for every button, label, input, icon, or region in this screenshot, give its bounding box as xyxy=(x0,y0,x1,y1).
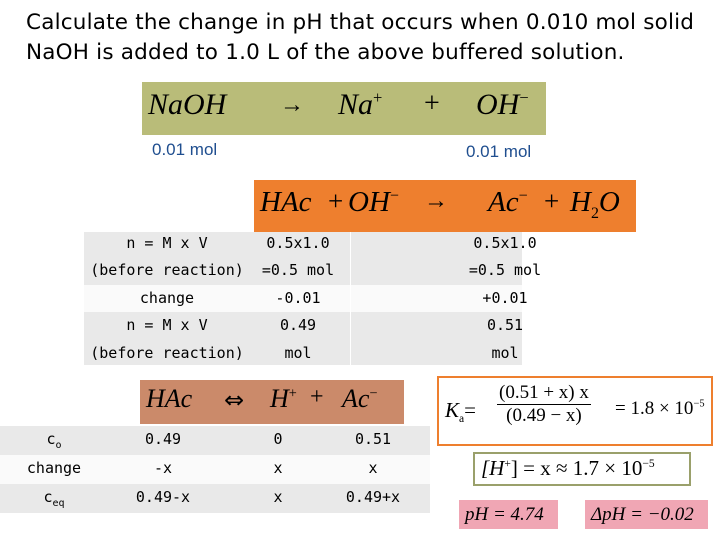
neutralization-equation: HAc + OH− → Ac− + H2O xyxy=(254,180,636,232)
hydroxide-ion: OH− xyxy=(348,186,399,218)
acetate-ion: Ac− xyxy=(342,384,378,413)
ph-result: pH = 4.74 xyxy=(459,500,558,529)
delta-ph-result: ΔpH = −0.02 xyxy=(585,500,708,529)
naoh-dissociation-equation: NaOH → Na+ + OH− xyxy=(142,82,546,135)
hydrogen-ion: H+ xyxy=(270,384,297,413)
table-row-label: n = M x V xyxy=(126,316,208,334)
table-row-band xyxy=(0,455,430,484)
table-row-band xyxy=(84,232,522,285)
ice-row-label: co xyxy=(46,430,62,451)
table-row-band xyxy=(84,285,522,312)
hac-cell: 0.49 xyxy=(279,316,317,334)
ac-cell: +0.01 xyxy=(482,289,528,307)
table-row-band xyxy=(84,312,522,365)
table-row-label: (before reaction) xyxy=(90,344,244,362)
sodium-ion: Na+ xyxy=(338,88,383,121)
ice-cell: 0.51 xyxy=(354,430,392,448)
table-row-label: change xyxy=(139,289,195,307)
hydroxide-ion: OH− xyxy=(476,88,529,121)
hac-formula: HAc xyxy=(146,384,193,413)
ka-value: = 1.8 × 10−5 xyxy=(615,398,705,419)
ac-cell: mol xyxy=(491,344,519,362)
plus-sign: + xyxy=(424,88,440,119)
h-concentration-result: [H+] = x ≈ 1.7 × 10−5 xyxy=(473,452,691,486)
table-row-label: n = M x V xyxy=(126,234,208,252)
hac-formula: HAc xyxy=(260,186,312,218)
question-line-1: Calculate the change in pH that occurs w… xyxy=(26,10,695,35)
ice-cell: x xyxy=(273,459,283,477)
plus-sign: + xyxy=(328,186,344,216)
ice-cell: x xyxy=(368,459,378,477)
table-row-label: (before reaction) xyxy=(90,261,244,279)
plus-sign: + xyxy=(544,186,560,216)
question-text: Calculate the change in pH that occurs w… xyxy=(26,8,706,68)
water-formula: H2O xyxy=(570,186,620,222)
naoh-amount-label: 0.01 mol xyxy=(152,140,218,159)
ice-row-label: change xyxy=(26,459,82,477)
ice-cell: 0 xyxy=(273,430,283,448)
hac-cell: =0.5 mol xyxy=(261,261,335,279)
oh-amount-label: 0.01 mol xyxy=(466,142,532,161)
h-concentration-text: [H+] = x ≈ 1.7 × 10−5 xyxy=(481,456,655,480)
ice-cell: 0.49+x xyxy=(345,488,401,506)
ice-cell: x xyxy=(273,488,283,506)
table-row-band xyxy=(0,484,430,513)
table-divider xyxy=(350,232,351,365)
hac-cell: -0.01 xyxy=(275,289,321,307)
dissociation-equilibrium-equation: HAc ⇔ H+ + Ac− xyxy=(140,380,404,424)
table-row-band xyxy=(0,426,430,455)
ice-cell: 0.49-x xyxy=(135,488,191,506)
ac-cell: 0.5x1.0 xyxy=(473,234,537,252)
ac-cell: 0.51 xyxy=(486,316,524,334)
reaction-arrow: → xyxy=(424,188,448,214)
question-line-2: NaOH is added to 1.0 L of the above buff… xyxy=(26,40,625,65)
acetate-ion: Ac− xyxy=(488,186,528,218)
ka-expression: Ka= (0.51 + x) x (0.49 − x) = 1.8 × 10−5 xyxy=(437,376,713,446)
hac-cell: 0.5x1.0 xyxy=(266,234,330,252)
ka-symbol: Ka= xyxy=(445,398,476,426)
equilibrium-arrow: ⇔ xyxy=(224,386,245,414)
ka-fraction: (0.51 + x) x (0.49 − x) xyxy=(497,382,591,426)
ice-cell: 0.49 xyxy=(144,430,182,448)
reaction-arrow: → xyxy=(280,92,304,118)
ac-cell: =0.5 mol xyxy=(468,261,542,279)
plus-sign: + xyxy=(310,384,324,410)
ice-row-label: ceq xyxy=(43,488,65,509)
naoh-formula: NaOH xyxy=(148,88,227,121)
hac-cell: mol xyxy=(284,344,312,362)
ice-cell: -x xyxy=(153,459,173,477)
